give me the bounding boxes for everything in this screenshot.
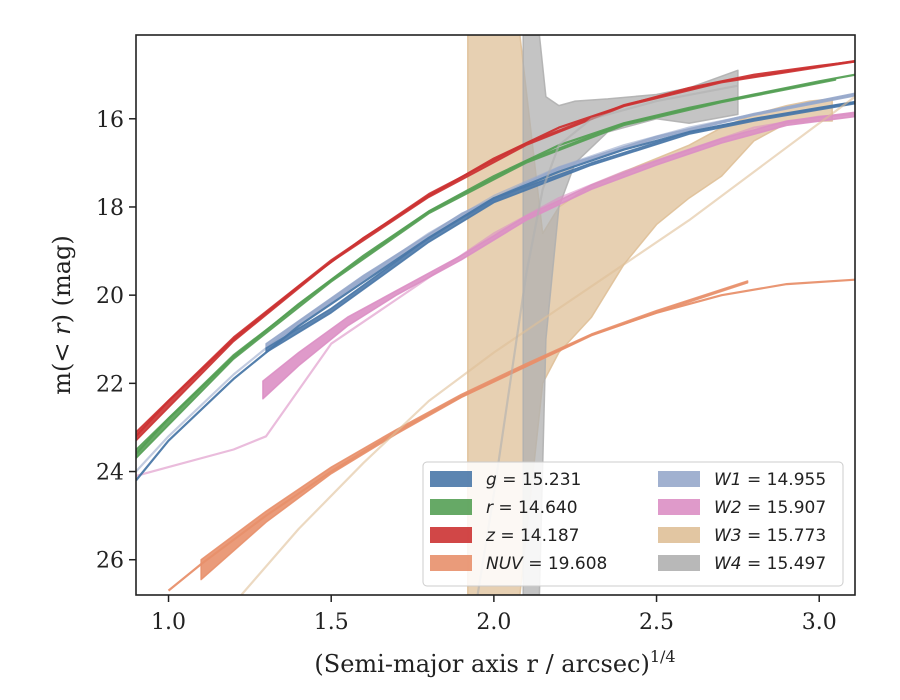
legend-label-z: z = 14.187 — [485, 526, 579, 546]
legend-label-nuv: NUV = 19.608 — [486, 554, 607, 574]
y-tick-label: 16 — [96, 108, 124, 133]
legend-label-g: g = 15.231 — [486, 470, 581, 490]
x-tick-label: 3.0 — [802, 610, 837, 635]
x-axis-title: (Semi-major axis r / arcsec)1/4 — [314, 647, 675, 678]
x-axis: 1.0 1.5 2.0 2.5 3.0 — [151, 595, 837, 635]
x-tick-label: 1.5 — [314, 610, 349, 635]
fit-line-w2 — [136, 113, 855, 477]
legend-swatch-w1 — [658, 471, 700, 487]
y-tick-label: 20 — [96, 284, 124, 309]
legend-swatch-w2 — [658, 499, 700, 515]
legend-label-w2: W2 = 15.907 — [714, 498, 826, 518]
band-w2 — [262, 111, 855, 400]
y-tick-label: 22 — [96, 372, 124, 397]
legend-label-w4: W4 = 15.497 — [714, 554, 826, 574]
model-fit-lines — [136, 59, 855, 595]
fit-line-w4 — [476, 84, 739, 595]
legend-swatch-w3 — [658, 527, 700, 543]
fit-line-w3 — [239, 95, 855, 595]
legend-label-w3: W3 = 15.773 — [714, 526, 826, 546]
band-z — [136, 59, 855, 442]
x-tick-label: 2.5 — [639, 610, 674, 635]
band-g — [265, 101, 855, 354]
legend-swatch-g — [430, 471, 472, 487]
band-w4 — [522, 35, 739, 595]
y-tick-label: 24 — [96, 461, 124, 486]
plot-frame — [135, 34, 856, 596]
legend-label-r: r = 14.640 — [486, 498, 578, 518]
y-tick-label: 18 — [96, 196, 124, 221]
legend-swatch-z — [430, 527, 472, 543]
band-nuv — [200, 280, 749, 581]
y-axis-title: m(< r) (mag) — [48, 235, 76, 395]
legend-swatch-nuv — [430, 555, 472, 571]
legend-box — [422, 461, 844, 587]
y-axis: 16 18 20 22 24 26 — [96, 108, 136, 574]
x-tick-label: 1.0 — [151, 610, 186, 635]
x-tick-label: 2.0 — [476, 610, 511, 635]
y-tick-label: 26 — [96, 549, 124, 574]
legend-swatch-r — [430, 499, 472, 515]
legend-label-w1: W1 = 14.955 — [714, 470, 826, 490]
legend-swatch-w4 — [658, 555, 700, 571]
legend: g = 15.231 r = 14.640 z = 14.187 NUV = 19.6… — [422, 461, 844, 587]
band-r — [136, 78, 837, 460]
